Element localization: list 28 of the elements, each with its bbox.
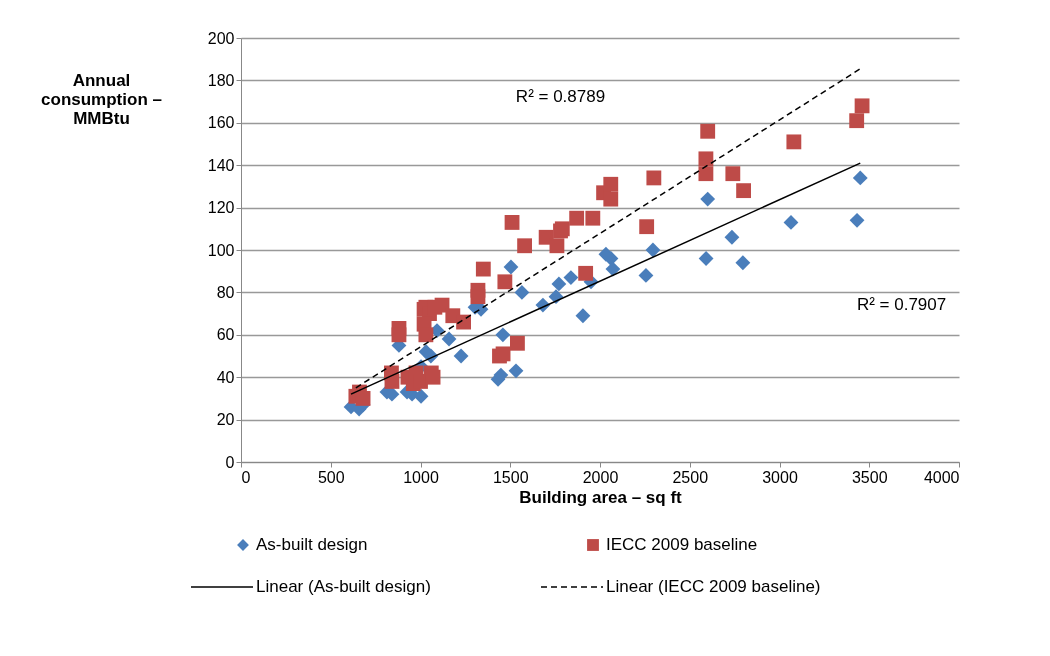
legend-label: Linear (IECC 2009 baseline) [606,577,821,596]
y-tick-label: 40 [216,368,235,386]
y-tick-label: 120 [207,199,235,217]
x-tick-label: 2000 [582,468,619,486]
legend-label: As-built design [256,535,368,554]
x-tick-label: 3500 [851,468,888,486]
x-tick-label: 3000 [762,468,798,486]
y-tick-label: 180 [207,71,235,89]
y-tick-label: 60 [216,326,235,344]
x-tick-label: 4000 [923,468,960,486]
y-tick-label: 200 [207,29,235,47]
legend-label: Linear (As-built design) [256,577,431,596]
y-axis-title: Annual consumption – MMBtu [41,70,162,128]
x-tick-label: 1000 [403,468,439,486]
y-tick-label: 160 [207,114,235,132]
y-tick-label: 100 [207,241,235,259]
y-tick-label: 80 [216,283,235,301]
x-tick-label: 2500 [672,468,709,486]
y-tick-label: 20 [216,411,235,429]
legend-label: IECC 2009 baseline [606,535,758,554]
x-tick-label: 500 [317,468,345,486]
annotation: R² = 0.7907 [856,295,947,315]
x-tick-label: 1500 [492,468,529,486]
y-tick-label: 0 [225,453,235,471]
annotation: R² = 0.8789 [515,87,606,107]
y-tick-label: 140 [207,156,235,174]
x-axis-title: Building area – sq ft [519,487,683,507]
x-tick-label: 0 [241,468,251,486]
